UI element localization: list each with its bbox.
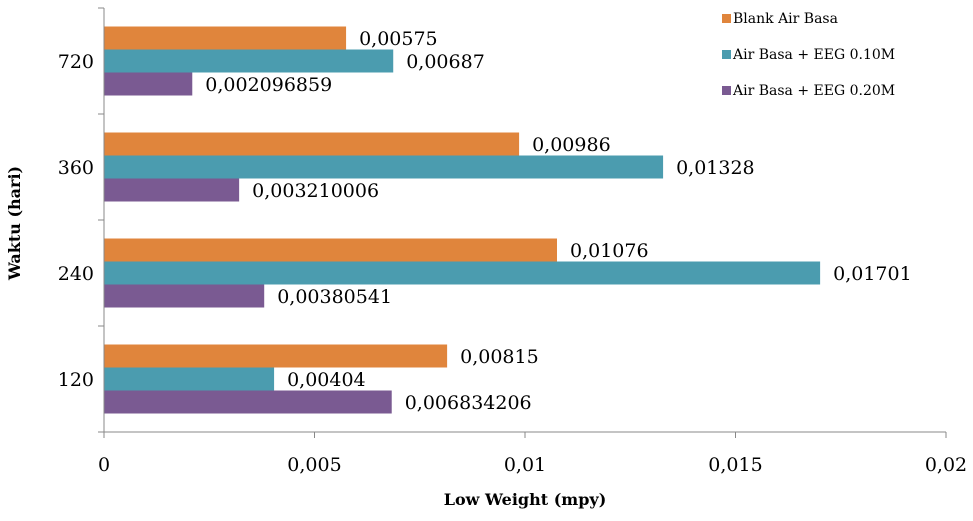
legend: Blank Air Basa Air Basa + EEG 0.10M Air Ba… [722, 11, 895, 99]
legend-swatch-2 [722, 50, 731, 59]
bar-120-series-3 [104, 390, 392, 414]
x-tick-label: 0,02 [925, 454, 967, 476]
x-axis-title: Low Weight (mpy) [444, 490, 607, 509]
data-label-120-series-1: 0,00815 [460, 346, 539, 368]
data-label-240-series-1: 0,01076 [570, 240, 649, 262]
plot-area: 0,00815 0,00404 0,006834206 0,01076 0,01701 0… [104, 26, 912, 414]
legend-swatch-3 [722, 86, 731, 95]
data-label-240-series-3: 0,00380541 [277, 286, 392, 308]
x-tick-label: 0,015 [708, 454, 762, 476]
bar-240-series-3 [104, 284, 265, 308]
data-label-720-series-3: 0,002096859 [205, 74, 332, 96]
x-tick-label: 0,005 [287, 454, 341, 476]
bar-720-series-3 [104, 72, 193, 96]
y-axis-title: Waktu (hari) [5, 166, 24, 281]
data-label-360-series-1: 0,00986 [532, 134, 611, 156]
data-label-360-series-3: 0,003210006 [252, 180, 379, 202]
bar-720-series-2 [104, 49, 394, 73]
data-label-720-series-1: 0,00575 [359, 28, 438, 50]
data-label-120-series-3: 0,006834206 [405, 392, 532, 414]
x-tick-label: 0,01 [504, 454, 546, 476]
y-tick-label-240: 240 [58, 263, 94, 285]
y-tick-label-720: 720 [58, 51, 94, 73]
bar-720-series-1 [104, 26, 347, 50]
data-label-720-series-2: 0,00687 [406, 51, 485, 73]
bar-120-series-1 [104, 344, 448, 368]
y-tick-label-120: 120 [58, 369, 94, 391]
data-label-240-series-2: 0,01701 [833, 263, 912, 285]
bar-360-series-3 [104, 178, 240, 202]
legend-swatch-1 [722, 14, 731, 23]
bar-240-series-2 [104, 261, 821, 285]
bar-240-series-1 [104, 238, 557, 262]
bar-120-series-2 [104, 367, 275, 391]
legend-label-3: Air Basa + EEG 0.20M [732, 83, 895, 99]
bar-360-series-2 [104, 155, 664, 179]
legend-label-2: Air Basa + EEG 0.10M [732, 47, 895, 63]
legend-label-1: Blank Air Basa [733, 11, 838, 27]
x-tick-label: 0 [98, 454, 110, 476]
data-label-120-series-2: 0,00404 [287, 369, 366, 391]
y-tick-label-360: 360 [58, 157, 94, 179]
axes: 120 240 360 720 0 0,005 0,01 0,015 0,02 [58, 7, 967, 476]
bar-360-series-1 [104, 132, 520, 156]
data-label-360-series-2: 0,01328 [676, 157, 755, 179]
